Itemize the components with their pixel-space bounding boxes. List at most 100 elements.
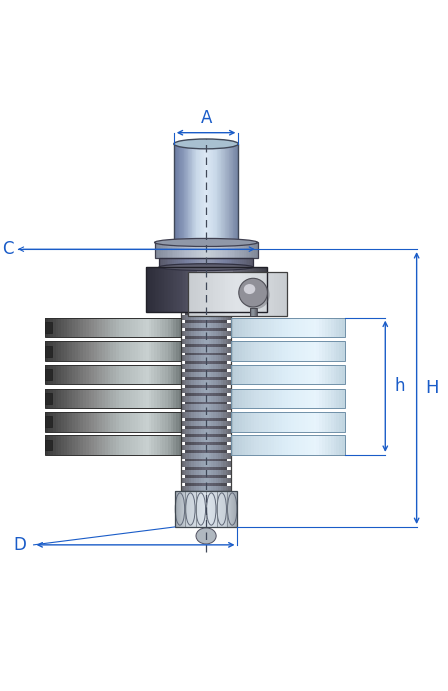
Bar xyxy=(185,258,187,267)
Bar xyxy=(183,267,185,312)
Bar xyxy=(218,144,219,243)
Bar xyxy=(53,365,56,384)
Bar xyxy=(333,412,336,431)
Bar xyxy=(191,483,194,486)
Bar xyxy=(288,341,291,361)
Bar xyxy=(108,388,110,408)
Bar xyxy=(179,412,181,431)
Bar xyxy=(228,243,230,258)
Bar xyxy=(221,401,224,404)
Bar xyxy=(201,477,204,483)
Bar xyxy=(238,258,240,267)
Bar xyxy=(226,388,228,393)
Bar xyxy=(184,462,186,466)
Bar xyxy=(245,318,248,337)
Bar xyxy=(199,426,202,429)
Bar xyxy=(206,396,209,401)
Bar xyxy=(75,388,78,408)
Bar xyxy=(199,385,202,388)
Bar xyxy=(285,318,288,337)
Bar xyxy=(196,410,199,413)
Bar xyxy=(221,328,224,331)
Bar xyxy=(202,418,205,421)
Bar xyxy=(188,385,191,388)
Bar xyxy=(94,388,97,408)
Bar xyxy=(189,380,191,385)
Bar xyxy=(225,258,227,267)
Bar xyxy=(206,348,209,352)
Bar xyxy=(205,434,207,437)
Bar xyxy=(188,377,191,380)
Bar xyxy=(187,144,188,243)
Bar xyxy=(205,312,207,315)
Bar xyxy=(209,144,210,243)
Bar xyxy=(255,272,257,316)
Bar xyxy=(91,388,94,408)
Bar xyxy=(316,365,319,384)
Ellipse shape xyxy=(239,278,267,307)
Bar xyxy=(216,483,219,486)
Bar xyxy=(196,243,198,258)
Bar xyxy=(216,445,219,451)
Bar xyxy=(265,318,268,337)
Bar xyxy=(199,372,201,377)
Bar xyxy=(222,243,223,258)
Bar xyxy=(219,372,221,377)
Bar xyxy=(316,412,319,431)
Bar xyxy=(319,318,322,337)
Bar xyxy=(228,429,231,434)
Bar xyxy=(207,361,210,363)
Bar xyxy=(194,393,196,396)
Bar xyxy=(188,272,191,316)
Bar xyxy=(184,348,186,352)
Bar xyxy=(212,491,213,527)
Bar xyxy=(224,475,227,477)
Bar xyxy=(199,466,202,469)
Bar xyxy=(184,421,186,426)
Bar xyxy=(242,243,244,258)
Bar xyxy=(219,312,221,315)
Bar xyxy=(216,418,219,421)
Bar xyxy=(314,365,316,384)
Bar xyxy=(189,413,191,418)
Bar xyxy=(45,341,181,361)
Bar xyxy=(211,477,214,483)
Bar xyxy=(190,267,191,312)
Bar xyxy=(233,144,234,243)
Bar xyxy=(194,401,196,404)
Bar xyxy=(194,331,196,337)
Bar xyxy=(184,380,186,385)
Bar xyxy=(231,365,233,384)
Bar xyxy=(276,388,279,408)
Bar xyxy=(156,267,158,312)
Bar xyxy=(181,453,184,459)
Bar xyxy=(183,491,184,527)
Bar xyxy=(45,318,47,337)
Bar xyxy=(195,267,197,312)
Bar xyxy=(86,318,89,337)
Bar xyxy=(151,435,154,455)
Bar xyxy=(196,469,199,475)
Bar xyxy=(186,491,187,527)
Bar xyxy=(246,267,247,312)
Bar xyxy=(194,377,196,380)
Bar xyxy=(226,355,228,361)
Bar xyxy=(201,469,204,475)
Bar xyxy=(207,434,210,437)
Bar xyxy=(251,412,254,431)
Bar xyxy=(209,331,211,337)
Bar xyxy=(89,435,91,455)
Bar xyxy=(186,363,189,369)
Bar xyxy=(110,341,113,361)
Bar xyxy=(186,267,188,312)
Bar xyxy=(224,388,226,393)
Bar xyxy=(191,469,194,475)
Bar xyxy=(224,491,225,527)
Bar xyxy=(167,267,168,312)
Bar xyxy=(191,267,193,312)
Bar xyxy=(194,348,196,352)
Bar xyxy=(80,435,83,455)
Bar xyxy=(61,388,64,408)
Bar xyxy=(124,318,127,337)
Bar xyxy=(256,435,259,455)
